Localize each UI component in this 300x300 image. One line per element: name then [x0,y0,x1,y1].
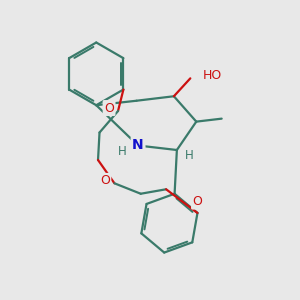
Text: O: O [193,195,202,208]
Text: O: O [104,101,114,115]
Text: N: N [132,138,144,152]
Text: H: H [118,145,127,158]
Text: HO: HO [203,69,222,82]
Text: O: O [100,174,110,188]
Text: H: H [185,149,194,162]
